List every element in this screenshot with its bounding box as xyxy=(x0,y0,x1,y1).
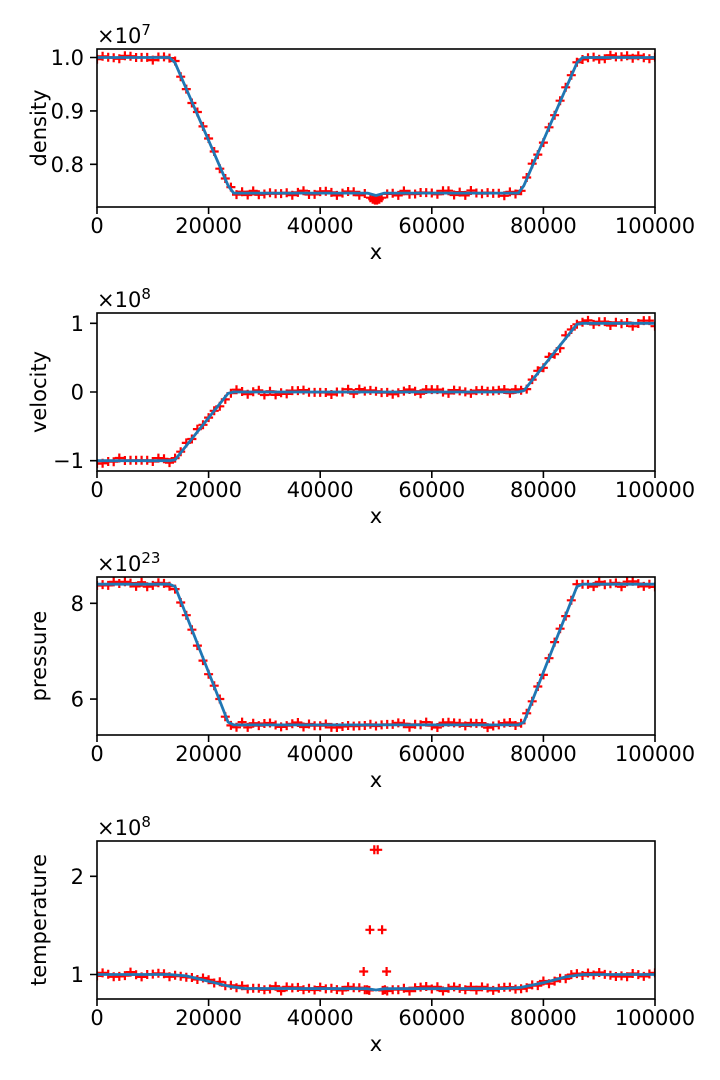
x-tick-label: 20000 xyxy=(175,478,242,502)
plot-data-area xyxy=(97,845,655,996)
y-axis-offset-label: ×108 xyxy=(97,813,151,840)
numerical-solution-markers xyxy=(97,845,655,996)
x-tick-marks xyxy=(96,999,656,1006)
x-tick-label: 80000 xyxy=(510,742,577,766)
y-tick-label: 0 xyxy=(71,381,84,405)
pressure-plot: 0 20000 40000 60000 80000 100000 6 8 pressure x ×1… xyxy=(27,549,695,792)
y-tick-label: −1 xyxy=(53,449,84,473)
y-axis-label: temperature xyxy=(27,854,51,986)
plot-border xyxy=(96,840,656,1000)
y-axis-offset-label: ×1023 xyxy=(97,549,160,576)
numerical-solution-markers xyxy=(97,50,655,205)
plot-border xyxy=(96,48,656,208)
density-plot: 0 20000 40000 60000 80000 100000 0.8 0.9 1.0dens… xyxy=(27,21,695,264)
x-tick-label: 20000 xyxy=(175,214,242,238)
y-tick-marks xyxy=(90,322,97,462)
x-tick-label: 20000 xyxy=(175,1006,242,1030)
y-axis-label: pressure xyxy=(27,611,51,702)
y-axis-label: density xyxy=(27,90,51,167)
y-axis-label: velocity xyxy=(27,351,51,433)
temperature-plot: 0 20000 40000 60000 80000 100000 1 2 temperature… xyxy=(27,813,695,1056)
y-axis-offset-label: ×108 xyxy=(97,285,151,312)
y-tick-marks xyxy=(90,602,97,700)
x-tick-label: 80000 xyxy=(510,214,577,238)
x-axis-label: x xyxy=(370,240,382,264)
y-tick-marks xyxy=(90,875,97,976)
exact-solution-line xyxy=(97,321,655,463)
x-tick-label: 60000 xyxy=(398,1006,465,1030)
x-tick-label: 0 xyxy=(90,478,103,502)
plot-data-area xyxy=(97,577,655,733)
x-tick-label: 100000 xyxy=(615,214,695,238)
x-tick-label: 0 xyxy=(90,214,103,238)
velocity-plot: 0 20000 40000 60000 80000 100000−101velocityx… xyxy=(27,285,695,528)
plot-data-area xyxy=(97,50,655,205)
y-tick-label: 0.8 xyxy=(51,153,84,177)
x-tick-label: 60000 xyxy=(398,214,465,238)
y-tick-marks xyxy=(90,56,97,166)
plot-data-area xyxy=(97,315,655,469)
x-tick-label: 60000 xyxy=(398,478,465,502)
y-tick-label: 1.0 xyxy=(51,46,84,70)
x-tick-label: 40000 xyxy=(287,1006,354,1030)
numerical-solution-markers xyxy=(97,577,655,733)
plot-border xyxy=(96,576,656,736)
y-tick-label: 6 xyxy=(71,688,84,712)
x-tick-label: 40000 xyxy=(287,478,354,502)
x-tick-label: 20000 xyxy=(175,742,242,766)
x-tick-label: 80000 xyxy=(510,478,577,502)
y-tick-label: 8 xyxy=(71,592,84,616)
y-tick-label: 1 xyxy=(71,312,84,336)
x-tick-label: 100000 xyxy=(615,478,695,502)
x-tick-label: 0 xyxy=(90,1006,103,1030)
exact-solution-line xyxy=(97,973,655,992)
exact-solution-line xyxy=(97,582,655,727)
x-tick-label: 40000 xyxy=(287,742,354,766)
x-tick-marks xyxy=(96,735,656,742)
x-tick-label: 100000 xyxy=(615,742,695,766)
y-tick-label: 2 xyxy=(71,865,84,889)
x-tick-label: 80000 xyxy=(510,1006,577,1030)
x-axis-label: x xyxy=(370,768,382,792)
x-tick-marks xyxy=(96,471,656,478)
x-axis-label: x xyxy=(370,504,382,528)
x-tick-label: 60000 xyxy=(398,742,465,766)
y-axis-offset-label: ×107 xyxy=(97,21,151,48)
x-tick-label: 40000 xyxy=(287,214,354,238)
y-tick-label: 0.9 xyxy=(51,99,84,123)
x-axis-label: x xyxy=(370,1032,382,1056)
x-tick-marks xyxy=(96,207,656,214)
x-tick-label: 0 xyxy=(90,742,103,766)
x-tick-label: 100000 xyxy=(615,1006,695,1030)
exact-solution-line xyxy=(97,56,655,197)
y-tick-label: 1 xyxy=(71,963,84,987)
